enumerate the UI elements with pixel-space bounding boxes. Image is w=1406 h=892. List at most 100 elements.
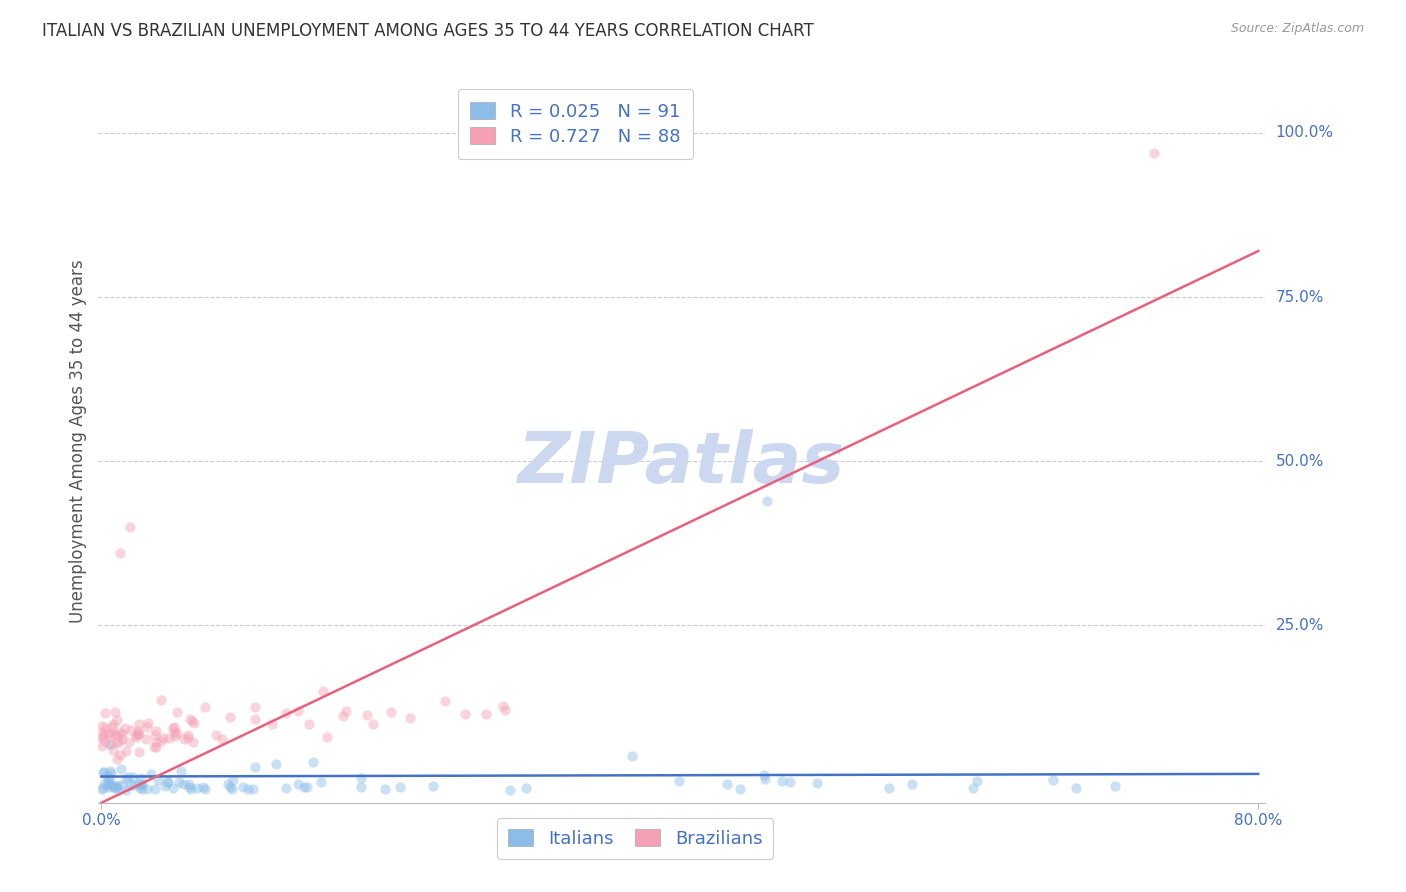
Point — [105, 752, 128, 766]
Point — [183, 715, 205, 730]
Point — [901, 777, 924, 791]
Point — [193, 780, 215, 794]
Point — [156, 775, 179, 789]
Point — [125, 730, 148, 744]
Point — [117, 770, 139, 784]
Point — [806, 775, 828, 789]
Point — [120, 723, 142, 737]
Point — [105, 780, 128, 795]
Point — [183, 734, 205, 748]
Point — [98, 764, 121, 778]
Point — [498, 782, 520, 797]
Point — [274, 780, 297, 795]
Point — [145, 735, 167, 749]
Point — [115, 782, 138, 797]
Point — [100, 728, 122, 742]
Point — [122, 779, 145, 793]
Point — [1143, 145, 1166, 160]
Point — [131, 776, 153, 790]
Text: ZIPatlas: ZIPatlas — [519, 429, 845, 498]
Point — [105, 781, 128, 796]
Point — [129, 778, 152, 792]
Point — [167, 774, 190, 789]
Point — [98, 726, 121, 740]
Point — [422, 779, 444, 793]
Point — [374, 782, 396, 797]
Point — [148, 772, 170, 787]
Point — [100, 738, 122, 752]
Point — [176, 731, 198, 746]
Point — [1104, 779, 1126, 793]
Point — [177, 780, 200, 794]
Point — [108, 748, 131, 763]
Point — [335, 704, 357, 718]
Point — [515, 780, 537, 795]
Point — [145, 723, 167, 738]
Point — [111, 778, 134, 792]
Point — [181, 714, 204, 729]
Point — [129, 772, 152, 786]
Point — [94, 769, 117, 783]
Point — [755, 493, 778, 508]
Point — [966, 774, 988, 789]
Point — [754, 772, 776, 787]
Point — [162, 721, 184, 735]
Point — [150, 693, 173, 707]
Point — [101, 720, 124, 734]
Point — [105, 780, 128, 795]
Point — [295, 780, 318, 795]
Point — [108, 546, 131, 560]
Point — [128, 777, 150, 791]
Point — [101, 743, 124, 757]
Point — [494, 703, 516, 717]
Point — [115, 744, 138, 758]
Point — [194, 700, 217, 714]
Point — [877, 780, 900, 795]
Point — [105, 713, 128, 727]
Point — [242, 782, 264, 797]
Point — [211, 731, 233, 746]
Point — [728, 781, 751, 796]
Point — [105, 728, 128, 742]
Point — [157, 774, 180, 789]
Point — [311, 774, 333, 789]
Point — [205, 728, 228, 742]
Point — [219, 710, 242, 724]
Point — [128, 717, 150, 731]
Point — [97, 737, 120, 751]
Point — [716, 776, 738, 790]
Point — [110, 727, 132, 741]
Point — [135, 782, 157, 797]
Point — [177, 777, 200, 791]
Text: ITALIAN VS BRAZILIAN UNEMPLOYMENT AMONG AGES 35 TO 44 YEARS CORRELATION CHART: ITALIAN VS BRAZILIAN UNEMPLOYMENT AMONG … — [42, 22, 814, 40]
Point — [97, 771, 120, 785]
Point — [243, 760, 266, 774]
Point — [91, 781, 114, 796]
Point — [91, 724, 114, 739]
Point — [380, 705, 402, 719]
Point — [1064, 781, 1087, 796]
Point — [222, 773, 245, 788]
Point — [170, 764, 193, 778]
Point — [157, 731, 180, 746]
Point — [91, 730, 114, 744]
Point — [287, 704, 309, 718]
Point — [136, 720, 159, 734]
Point — [97, 780, 120, 794]
Y-axis label: Unemployment Among Ages 35 to 44 years: Unemployment Among Ages 35 to 44 years — [69, 260, 87, 624]
Point — [350, 780, 373, 794]
Point — [172, 777, 194, 791]
Point — [115, 772, 138, 786]
Point — [103, 780, 125, 794]
Legend: Italians, Brazilians: Italians, Brazilians — [498, 818, 773, 859]
Point — [128, 727, 150, 741]
Point — [105, 734, 128, 748]
Point — [332, 709, 354, 723]
Point — [399, 711, 422, 725]
Point — [94, 706, 117, 720]
Point — [962, 780, 984, 795]
Point — [621, 749, 644, 764]
Point — [668, 773, 690, 788]
Point — [108, 734, 131, 748]
Point — [779, 774, 801, 789]
